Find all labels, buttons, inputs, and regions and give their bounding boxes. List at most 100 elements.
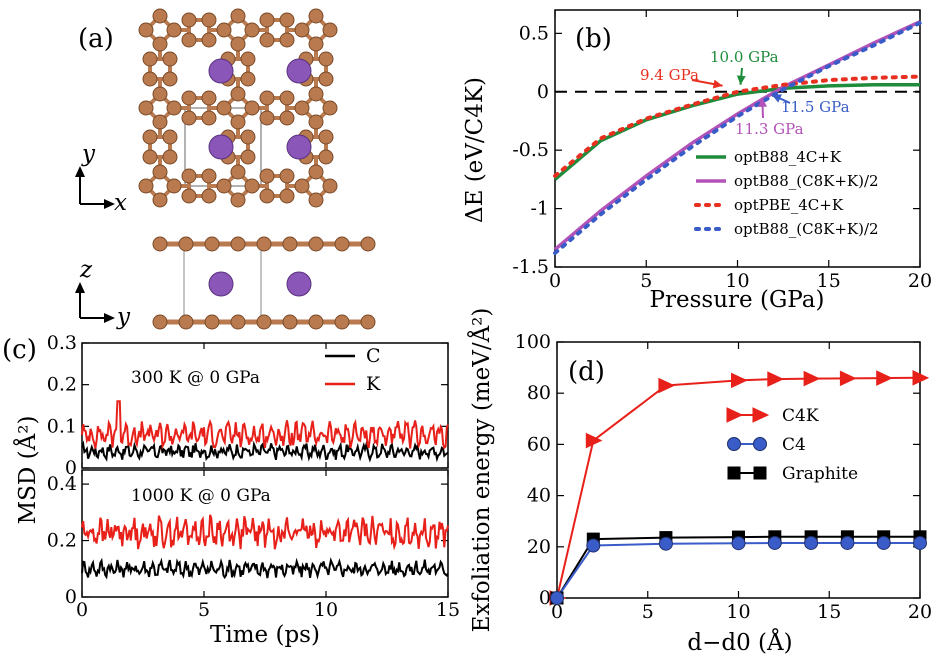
carbon-atom (142, 71, 158, 87)
carbon-atom (259, 168, 275, 184)
carbon-atom-side (152, 236, 168, 252)
carbon-atom (152, 192, 168, 208)
y-tick-label: 60 (527, 433, 551, 455)
carbon-atom (201, 12, 217, 28)
legend-label: optPBE_4C+K (734, 196, 844, 214)
y-tick-label: 0 (537, 81, 549, 103)
carbon-atom (142, 129, 158, 145)
x-tick-label: 5 (640, 270, 652, 292)
legend-label: Graphite (782, 464, 858, 484)
chart-b: 0 5 10 15 20 -1.5 -1 -0.5 0 0.5 optB88_4C+K optB88_… (512, 9, 932, 292)
data-point (731, 536, 746, 551)
carbon-atom (181, 32, 197, 48)
carbon-atom (230, 36, 246, 52)
legend-label: C (366, 345, 381, 367)
data-point (658, 377, 676, 394)
data-point (876, 535, 891, 550)
carbon-atom (152, 8, 168, 24)
legend-label: K (366, 373, 381, 395)
carbon-atom (308, 8, 324, 24)
carbon-atom (201, 90, 217, 106)
carbon-atom (181, 168, 197, 184)
carbon-atom (162, 71, 178, 87)
y-tick-label: 0.2 (47, 530, 77, 552)
chart-c-ylabel: MSD (Å²) (13, 416, 41, 525)
legend-marker (753, 437, 767, 451)
data-point (658, 536, 673, 551)
carbon-atom (259, 12, 275, 28)
data-point (913, 535, 927, 550)
top-axis-x: x (114, 190, 127, 216)
carbon-atom (138, 100, 154, 116)
legend-label: optB88_4C+K (734, 148, 842, 166)
y-tick-label: -1 (530, 198, 549, 220)
x-arrow-head (104, 199, 115, 209)
x-tick-label: 10 (726, 601, 750, 623)
annotation-arrowhead (712, 79, 723, 89)
data-point (876, 370, 893, 386)
annotation-label: 11.5 GPa (781, 98, 850, 116)
carbon-atom (240, 71, 256, 87)
potassium-atom-side (286, 271, 312, 297)
legend-label: C4K (782, 406, 819, 426)
carbon-atom (230, 86, 246, 102)
carbon-atom (142, 51, 158, 67)
chart-d-xlabel: d−d0 (Å) (687, 628, 792, 656)
carbon-atom (294, 178, 310, 194)
carbon-atom (259, 32, 275, 48)
carbon-atom (201, 188, 217, 204)
panel-c-label: (c) (2, 335, 37, 365)
carbon-atom (308, 86, 324, 102)
series-line (553, 20, 922, 255)
chart-d: 0 5 10 15 20 0 20 40 60 80 100 C4K C4 Graphite (515, 331, 932, 623)
data-point (803, 370, 821, 387)
carbon-atom-side (282, 236, 298, 252)
carbon-atom-side (230, 236, 246, 252)
carbon-atom-side (308, 236, 324, 252)
carbon-atom (138, 22, 154, 38)
carbon-atom-side (308, 314, 324, 330)
carbon-atom (308, 114, 324, 130)
y-tick-label: -1.5 (512, 256, 549, 278)
side-axis-z: z (79, 257, 93, 283)
chart-c-subplot-frame (81, 469, 449, 598)
carbon-atom (142, 149, 158, 165)
series-line (553, 83, 920, 181)
data-point (586, 538, 601, 553)
y2-arrow-head (104, 313, 115, 323)
x-tick-label: 15 (817, 601, 841, 623)
carbon-atom (259, 110, 275, 126)
annotation-label: 11.3 GPa (735, 120, 804, 138)
y-tick-label: 0 (539, 587, 551, 609)
carbon-atom-side (360, 236, 376, 252)
x-tick-label: 20 (908, 270, 932, 292)
series-line (553, 74, 922, 178)
data-point (767, 371, 784, 387)
carbon-atom (279, 188, 295, 204)
carbon-atom (230, 164, 246, 180)
y-tick-label: 0.5 (519, 22, 549, 44)
carbon-atom-side (204, 236, 220, 252)
carbon-atom (259, 90, 275, 106)
structure-top-view (138, 8, 338, 208)
y-tick-label: 0.2 (47, 374, 77, 396)
subplot-condition-label: 1000 K @ 0 GPa (131, 486, 271, 506)
carbon-atom (201, 32, 217, 48)
carbon-atom (244, 100, 260, 116)
legend-marker (726, 407, 744, 423)
carbon-atom (181, 90, 197, 106)
data-point (550, 591, 564, 605)
carbon-atom (216, 100, 232, 116)
carbon-atom-side (152, 314, 168, 330)
chart-c: 0 0.1 0.2 0.3 300 K @ 0 GPa 0 0.2 0.4 1000 K @ 0… (47, 332, 460, 621)
carbon-atom (216, 178, 232, 194)
legend-marker (727, 466, 741, 480)
y-tick-label: 80 (527, 382, 551, 404)
msd-trace (81, 557, 449, 580)
data-point (912, 370, 930, 386)
carbon-atom (322, 22, 338, 38)
carbon-atom (152, 36, 168, 52)
y-tick-label: 0.4 (47, 473, 77, 495)
carbon-atom-side (256, 314, 272, 330)
legend-label: optB88_(C8K+K)/2 (734, 172, 879, 190)
